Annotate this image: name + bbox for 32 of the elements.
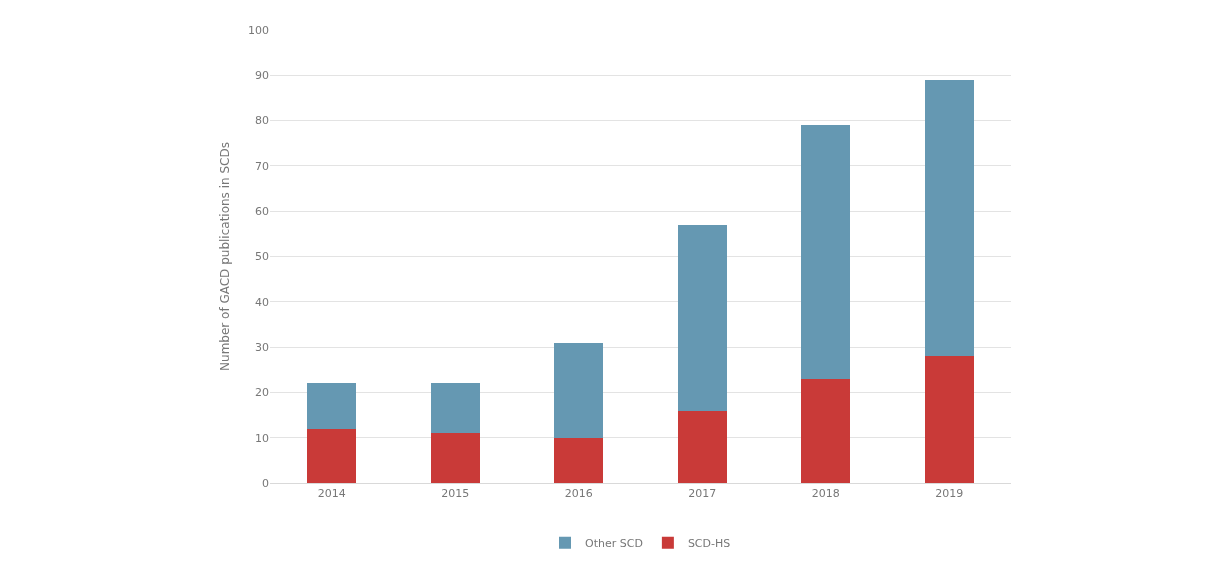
x-tick-label: 2019 — [935, 487, 964, 501]
x-tick-label: 2018 — [811, 487, 840, 501]
bar — [677, 410, 727, 483]
x-tick-label: 2016 — [564, 487, 593, 501]
y-tick-label: 70 — [255, 159, 269, 173]
y-tick-label: 50 — [255, 250, 269, 264]
bar — [554, 437, 604, 483]
bar — [430, 433, 480, 483]
legend-label: Other SCD — [585, 537, 643, 551]
y-tick-label: 40 — [255, 295, 269, 309]
y-tick-label: 0 — [262, 476, 269, 490]
y-tick-label: 90 — [255, 69, 269, 83]
bar — [307, 383, 357, 429]
x-tick-label: 2017 — [688, 487, 717, 501]
x-tick-label: 2014 — [317, 487, 346, 501]
bar — [430, 383, 480, 434]
bar — [924, 356, 974, 483]
legend-label: SCD-HS — [687, 537, 731, 551]
y-tick-label: 10 — [255, 431, 269, 445]
bar — [801, 378, 851, 483]
y-axis-title: Number of GACD publications in SCDs — [218, 142, 233, 371]
y-tick-label: 80 — [255, 114, 269, 128]
y-tick-label: 20 — [255, 386, 269, 400]
bar — [677, 224, 727, 411]
y-tick-label: 30 — [255, 340, 269, 354]
bar — [924, 79, 974, 357]
bar — [554, 342, 604, 438]
y-tick-label: 60 — [255, 205, 269, 219]
x-tick-label: 2015 — [441, 487, 470, 501]
bar — [307, 428, 357, 483]
y-tick-label: 100 — [248, 23, 269, 37]
bar — [801, 125, 851, 379]
